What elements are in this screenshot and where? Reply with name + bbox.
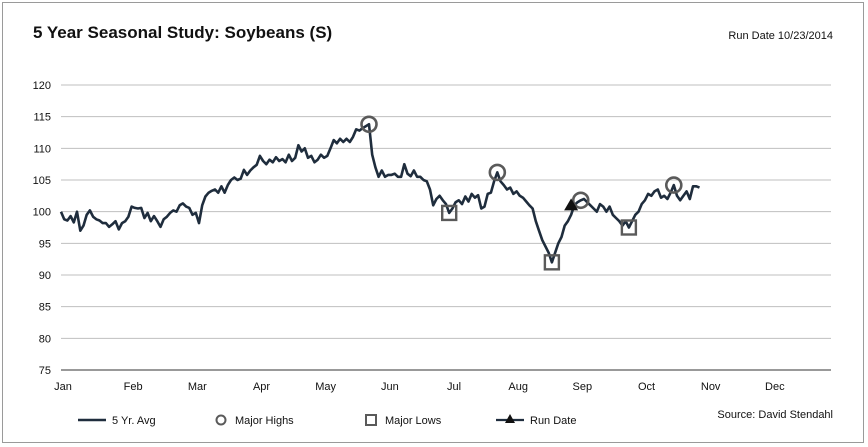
x-tick-label-may: May (315, 381, 336, 393)
y-tick-label: 120 (33, 80, 51, 92)
major-high-marker (571, 191, 590, 210)
legend-item: Major Highs (215, 414, 294, 427)
series-layer (59, 123, 700, 264)
run-date-marker (564, 198, 579, 211)
y-tick-label: 95 (39, 238, 51, 250)
legend-label: Major Highs (235, 415, 294, 427)
chart-frame: 5 Year Seasonal Study: Soybeans (S) Run … (2, 2, 864, 443)
y-tick-label: 80 (39, 333, 51, 345)
chart-title: 5 Year Seasonal Study: Soybeans (S) (33, 23, 332, 42)
major-high-marker (664, 176, 683, 194)
legend-circle-swatch (215, 414, 227, 426)
legend-item: Major Lows (365, 414, 442, 427)
source-credit: Source: David Stendahl (717, 409, 833, 421)
major-low-marker (543, 254, 561, 271)
y-tick-label: 100 (33, 207, 51, 219)
y-tick-label: 85 (39, 302, 51, 314)
legend-item: Run Date (496, 414, 576, 427)
major-low-marker (441, 204, 458, 222)
legend-label: Run Date (530, 415, 576, 427)
x-tick-label-mar: Mar (188, 381, 207, 393)
x-tick-label-jul: Jul (447, 381, 461, 393)
legend-square-swatch (365, 414, 377, 426)
major-high-marker (488, 163, 507, 182)
x-tick-label-nov: Nov (701, 381, 721, 393)
run-date-label: Run Date 10/23/2014 (728, 30, 833, 42)
y-tick-label: 75 (39, 365, 51, 377)
legend-label: Major Lows (385, 415, 442, 427)
marker-layer (360, 115, 683, 271)
seasonal-chart: 5 Year Seasonal Study: Soybeans (S) Run … (33, 23, 833, 427)
y-tick-label: 105 (33, 175, 51, 187)
x-tick-label-dec: Dec (765, 381, 785, 393)
grid-layer (61, 84, 831, 371)
legend-item: 5 Yr. Avg (78, 415, 156, 427)
x-tick-label-jan: Jan (54, 381, 72, 393)
legend: 5 Yr. Avg Major Highs Major Lows Run Date (78, 414, 576, 427)
series-line (59, 123, 700, 264)
legend-label: 5 Yr. Avg (112, 415, 156, 427)
x-tick-label-sep: Sep (573, 381, 593, 393)
x-tick-label-oct: Oct (638, 381, 655, 393)
x-tick-label-jun: Jun (381, 381, 399, 393)
y-tick-label: 115 (33, 112, 51, 124)
x-axis-ticks: Jan Feb Mar Apr May Jun Jul Aug Sep Oct Nov Dec (54, 381, 785, 393)
y-axis-ticks: 75 80 85 90 95 100 105 110 115 120 (33, 80, 51, 377)
x-tick-label-apr: Apr (253, 381, 270, 393)
y-tick-label: 90 (39, 270, 51, 282)
major-high-marker (360, 115, 378, 134)
major-low-marker (620, 219, 638, 236)
legend-triangle-swatch (505, 414, 515, 423)
x-tick-label-feb: Feb (124, 381, 143, 393)
y-tick-label: 110 (33, 143, 51, 155)
x-tick-label-aug: Aug (508, 381, 528, 393)
